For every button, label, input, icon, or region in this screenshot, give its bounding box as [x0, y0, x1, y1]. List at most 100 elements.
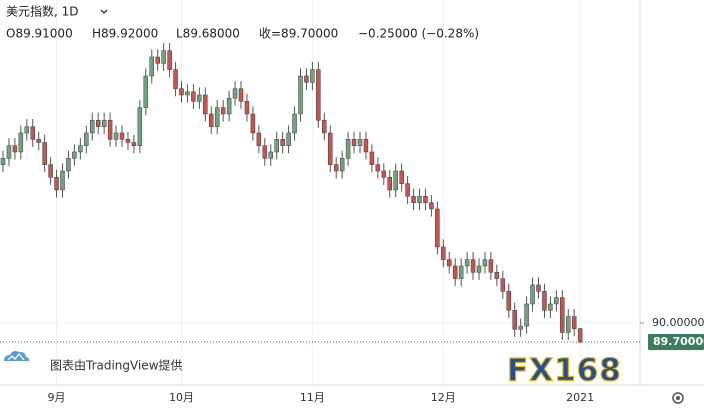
candle-body — [441, 246, 446, 260]
candle-body — [268, 151, 273, 159]
candle-body — [84, 132, 89, 146]
candle-body — [48, 164, 53, 178]
candle-body — [286, 132, 291, 146]
watermark: FX168 — [507, 353, 622, 389]
candle-body — [274, 139, 279, 153]
candle-body — [464, 259, 470, 267]
ohlc-open: O89.91000 — [6, 27, 73, 41]
candle-body — [393, 170, 398, 191]
candle-body — [125, 139, 131, 143]
x-tick-label: 11月 — [300, 391, 325, 404]
tradingview-logo — [4, 351, 30, 361]
candle-body — [54, 177, 59, 191]
candle-body — [36, 139, 41, 143]
candle-body — [530, 284, 535, 305]
candle-body — [149, 56, 154, 77]
candle-body — [90, 120, 95, 134]
candle-body — [60, 170, 65, 191]
candle-body — [494, 272, 500, 279]
candle-body — [101, 120, 107, 127]
candle-body — [387, 177, 392, 191]
candle-body — [500, 278, 506, 292]
candle-body — [113, 132, 119, 140]
interval-chevron[interactable] — [100, 9, 108, 14]
candle-body — [220, 107, 226, 115]
ohlc-close: 收=89.70000 — [259, 27, 338, 41]
candle-body — [119, 132, 125, 140]
candle-body — [476, 265, 482, 273]
x-tick-label: 10月 — [169, 391, 194, 404]
candle-body — [6, 145, 12, 159]
candle-body — [322, 120, 327, 134]
settings-gear[interactable] — [672, 392, 684, 404]
x-tick-label: 2021 — [566, 391, 594, 404]
candle-body — [42, 142, 47, 165]
candle-body — [506, 291, 511, 311]
candle-body — [345, 139, 351, 159]
candle-body — [375, 164, 381, 172]
price-label: 89.70000 — [653, 335, 704, 348]
candle-body — [435, 208, 440, 248]
candle-body — [131, 142, 137, 146]
candle-body — [18, 132, 24, 153]
candle-body — [357, 139, 363, 146]
candle-body — [262, 145, 268, 159]
candle-body — [250, 113, 256, 134]
candle-body — [72, 151, 77, 159]
candle-body — [185, 91, 190, 96]
candle-body — [226, 97, 232, 115]
x-tick-label: 12月 — [431, 391, 456, 404]
candle-body — [292, 113, 297, 134]
candle-body — [173, 69, 178, 89]
candle-body — [542, 291, 547, 311]
candle-body — [452, 265, 458, 279]
candle-body — [0, 158, 6, 165]
candle-body — [310, 69, 315, 83]
candle-body — [256, 132, 262, 146]
candle-body — [143, 75, 149, 108]
y-tick-label: 90.00000 — [652, 316, 704, 329]
candle-body — [333, 164, 339, 172]
chart-title: 美元指数, 1D — [6, 4, 79, 19]
candle-body — [280, 139, 285, 146]
candle-body — [411, 196, 416, 203]
candle-body — [417, 196, 422, 203]
axes: 90.00000 9月 10月 11月 12月 2021 89.70000 — [48, 316, 704, 404]
ohlc-low: L89.68000 — [176, 27, 240, 41]
candle-body — [328, 132, 333, 165]
candle-body — [369, 151, 375, 165]
candle-body — [548, 303, 553, 311]
candle-body — [107, 120, 113, 140]
candle-body — [488, 259, 494, 273]
candle-body — [363, 139, 369, 153]
candle-body — [560, 297, 565, 333]
candle-body — [298, 75, 303, 115]
candle-body — [203, 94, 208, 115]
plot-area — [0, 0, 640, 385]
candle-body — [429, 202, 434, 210]
x-tick-label: 9月 — [48, 391, 66, 404]
candle-body — [571, 316, 577, 329]
candle-body — [95, 120, 101, 127]
candle-body — [458, 265, 464, 279]
candle-body — [536, 284, 541, 292]
candle-body — [399, 170, 404, 184]
candle-body — [30, 126, 35, 140]
candle-body — [137, 107, 143, 146]
candle-body — [566, 316, 571, 333]
candle-body — [78, 145, 83, 153]
candle-body — [512, 310, 517, 330]
candle-body — [197, 94, 202, 102]
candle-body — [381, 170, 387, 178]
candle-body — [232, 88, 238, 99]
candle-body — [304, 75, 309, 83]
candle-body — [351, 139, 357, 146]
candle-body — [339, 158, 345, 172]
candle-body — [209, 113, 214, 127]
candle-body — [155, 56, 160, 64]
candle-body — [577, 328, 583, 343]
candle-body — [470, 259, 476, 273]
candle-body — [179, 88, 184, 96]
